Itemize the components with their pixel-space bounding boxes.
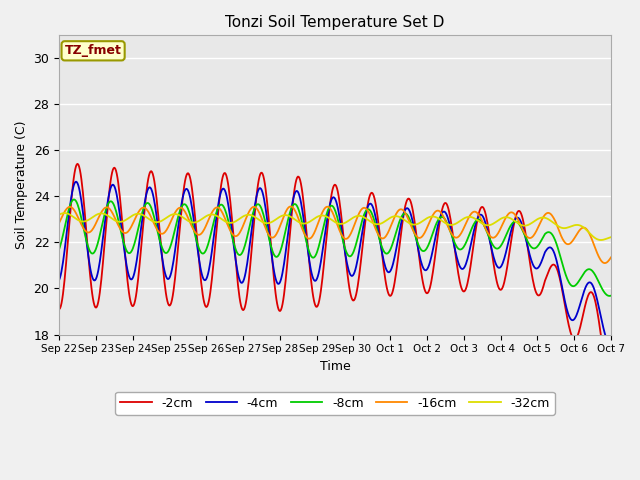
-16cm [122, 230, 130, 236]
Line: -16cm: -16cm [59, 206, 611, 263]
-2cm [123, 270, 131, 276]
-4cm [208, 249, 216, 254]
-8cm [70, 197, 77, 203]
Title: Tonzi Soil Temperature Set D: Tonzi Soil Temperature Set D [225, 15, 445, 30]
-8cm [403, 212, 411, 217]
-2cm [419, 280, 427, 286]
X-axis label: Time: Time [320, 360, 351, 373]
Line: -4cm: -4cm [59, 182, 611, 347]
-16cm [287, 204, 295, 209]
-32cm [419, 218, 427, 224]
Line: -2cm: -2cm [59, 164, 611, 389]
-2cm [65, 223, 73, 229]
-4cm [179, 195, 187, 201]
-32cm [179, 215, 187, 220]
-2cm [55, 306, 63, 312]
-2cm [607, 386, 615, 392]
-4cm [123, 263, 131, 269]
-8cm [123, 248, 131, 254]
Y-axis label: Soil Temperature (C): Soil Temperature (C) [15, 120, 28, 249]
-16cm [178, 205, 186, 211]
-32cm [55, 212, 63, 217]
Legend: -2cm, -4cm, -8cm, -16cm, -32cm: -2cm, -4cm, -8cm, -16cm, -32cm [115, 392, 555, 415]
-16cm [419, 233, 427, 239]
Line: -32cm: -32cm [59, 213, 611, 240]
-8cm [208, 227, 216, 232]
-8cm [65, 205, 73, 211]
-16cm [601, 260, 609, 266]
-32cm [607, 234, 615, 240]
-2cm [403, 198, 411, 204]
Line: -8cm: -8cm [59, 200, 611, 296]
-4cm [65, 210, 73, 216]
-16cm [207, 211, 215, 217]
-4cm [419, 264, 427, 270]
-32cm [208, 212, 216, 217]
-32cm [123, 216, 131, 222]
-16cm [55, 220, 63, 226]
-8cm [419, 248, 427, 254]
-8cm [605, 293, 613, 299]
-2cm [179, 194, 187, 200]
-4cm [72, 179, 80, 185]
-4cm [55, 277, 63, 283]
-32cm [61, 210, 68, 216]
-32cm [403, 219, 411, 225]
-2cm [208, 276, 216, 282]
-4cm [607, 344, 615, 349]
-16cm [607, 254, 615, 260]
-32cm [597, 237, 605, 243]
-8cm [179, 202, 187, 208]
-32cm [66, 212, 74, 217]
Text: TZ_fmet: TZ_fmet [65, 44, 122, 57]
-4cm [403, 205, 411, 211]
-16cm [403, 213, 411, 219]
-16cm [65, 204, 73, 210]
-8cm [55, 246, 63, 252]
-2cm [74, 161, 81, 167]
-8cm [607, 293, 615, 299]
